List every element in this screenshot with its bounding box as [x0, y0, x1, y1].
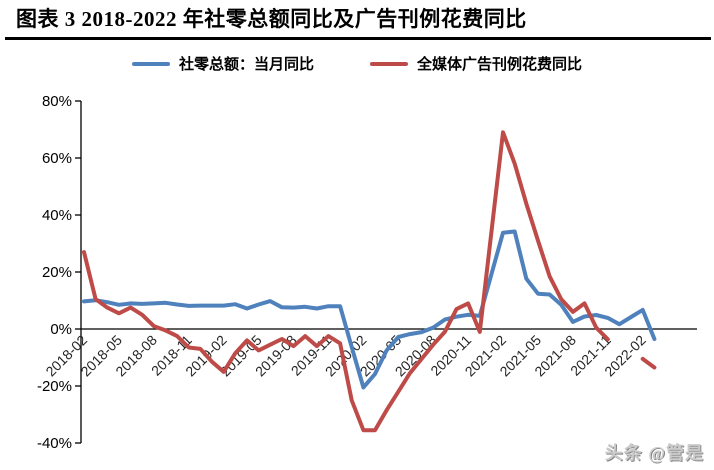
- legend-label-retail: 社零总额：当月同比: [178, 57, 314, 73]
- chart-legend: 社零总额：当月同比 全媒体广告刊例花费同比: [0, 53, 714, 74]
- y-tick-label: -20%: [37, 378, 72, 395]
- y-tick-label: 0%: [50, 321, 72, 338]
- series-line-retail-yoy: [82, 229, 657, 390]
- y-tick-label: 20%: [42, 264, 72, 281]
- legend-swatch-ad-spend-icon: [370, 61, 408, 66]
- y-tick-label: -40%: [37, 435, 72, 452]
- legend-item-ad-spend: 全媒体广告刊例花费同比: [370, 53, 582, 74]
- y-tick-label: 80%: [42, 93, 72, 110]
- chart-title: 图表 3 2018-2022 年社零总额同比及广告刊例花费同比: [16, 7, 527, 31]
- legend-swatch-retail-icon: [131, 61, 170, 66]
- y-tick-label: 40%: [42, 207, 72, 224]
- title-underline: [5, 37, 711, 40]
- watermark: 头条 @管是: [604, 443, 704, 463]
- legend-item-retail: 社零总额：当月同比: [131, 53, 314, 74]
- series-line-ad-spend-yoy: [82, 130, 657, 433]
- legend-label-ad-spend: 全媒体广告刊例花费同比: [417, 57, 583, 73]
- y-tick-label: 60%: [42, 150, 72, 167]
